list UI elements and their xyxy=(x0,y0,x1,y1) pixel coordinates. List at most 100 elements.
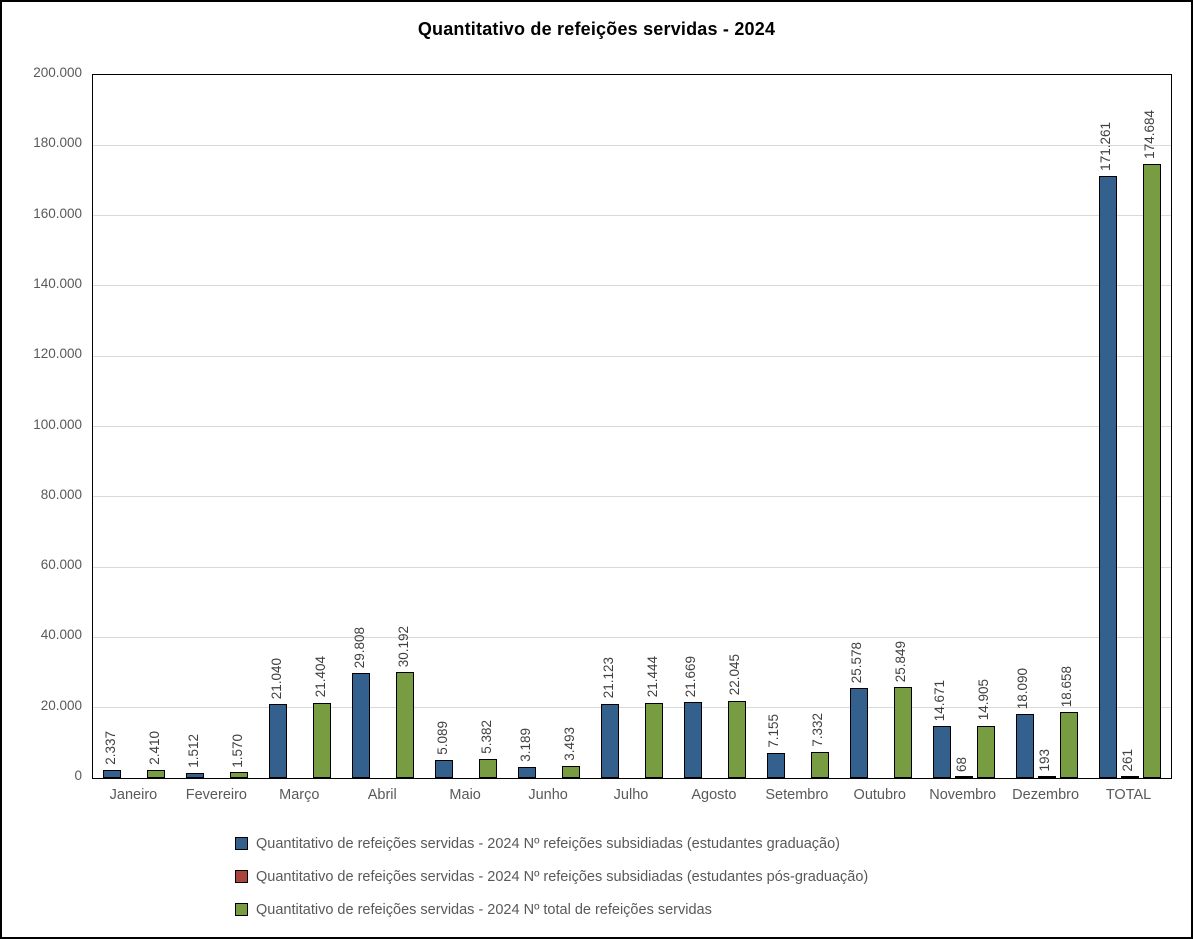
bar-total-julho xyxy=(645,702,663,778)
bar-label-pos-graduacao-novembro: 68 xyxy=(954,756,970,772)
x-axis-category-label: Fevereiro xyxy=(185,787,247,803)
bar-total-junho xyxy=(562,765,581,778)
x-axis-category-label: Janeiro xyxy=(109,787,158,803)
legend-swatch-pos-graduacao-icon xyxy=(235,870,248,883)
y-axis-tick-label: 180.000 xyxy=(33,135,82,151)
bar-total-março xyxy=(313,702,332,778)
gridline xyxy=(93,285,1171,287)
bar-total-janeiro xyxy=(147,769,166,778)
bar-label-total-julho: 21.444 xyxy=(644,656,660,698)
x-axis-category-label: Abril xyxy=(367,787,397,803)
bar-pos-graduacao-total xyxy=(1120,776,1139,778)
bar-label-graduacao-março: 21.040 xyxy=(268,657,284,700)
x-axis-category-label: TOTAL xyxy=(1105,787,1152,803)
y-axis-tick-label: 40.000 xyxy=(40,627,82,643)
bar-label-graduacao-agosto: 21.669 xyxy=(683,655,699,697)
bar-label-graduacao-maio: 5.089 xyxy=(434,721,450,756)
bar-total-agosto xyxy=(727,700,746,778)
bar-graduacao-junho xyxy=(518,766,537,778)
bar-graduacao-janeiro xyxy=(103,769,122,778)
gridline xyxy=(93,426,1171,427)
bar-label-graduacao-setembro: 7.155 xyxy=(766,714,782,748)
bar-graduacao-março xyxy=(269,704,288,778)
bar-graduacao-agosto xyxy=(683,701,702,778)
bar-total-total xyxy=(1142,164,1161,778)
bar-graduacao-dezembro xyxy=(1015,714,1034,778)
y-axis-tick-label: 140.000 xyxy=(33,275,82,291)
bar-label-graduacao-abril: 29.808 xyxy=(351,626,367,669)
bar-label-total-novembro: 14.905 xyxy=(976,679,992,721)
x-axis-category-label: Julho xyxy=(613,787,649,803)
bar-label-total-agosto: 22.045 xyxy=(727,654,743,696)
bar-label-graduacao-novembro: 14.671 xyxy=(932,680,948,722)
bar-graduacao-outubro xyxy=(849,688,868,778)
x-axis-category-label: Maio xyxy=(449,787,481,803)
x-axis-category-label: Novembro xyxy=(929,787,997,803)
gridline xyxy=(93,144,1171,146)
bar-label-total-dezembro: 18.658 xyxy=(1059,666,1075,708)
legend-swatch-graduacao-icon xyxy=(235,837,248,850)
legend-label-pos-graduacao: Quantitativo de refeições servidas - 202… xyxy=(256,868,869,885)
bar-total-fevereiro xyxy=(230,772,249,778)
bar-label-total-fevereiro: 1.570 xyxy=(229,733,245,768)
x-axis-category-label: Março xyxy=(279,787,320,803)
x-axis-category-label: Agosto xyxy=(691,787,737,803)
bar-total-dezembro xyxy=(1059,712,1078,778)
bar-label-total-janeiro: 2.410 xyxy=(146,730,162,765)
plot-area: 2.337 2.410 1.512 1.570 21.040 21.404 29.808 30… xyxy=(92,74,1172,779)
bar-label-total-maio: 5.382 xyxy=(478,720,494,755)
bar-graduacao-maio xyxy=(435,760,454,778)
gridline xyxy=(93,636,1171,638)
bar-label-pos-graduacao-total: 261 xyxy=(1120,749,1136,772)
bar-label-total-outubro: 25.849 xyxy=(893,640,909,683)
bar-label-graduacao-fevereiro: 1.512 xyxy=(185,733,201,768)
bar-label-total-junho: 3.493 xyxy=(561,726,577,761)
y-axis-tick-label: 120.000 xyxy=(33,346,82,362)
legend-item-pos-graduacao: Quantitativo de refeições servidas - 202… xyxy=(235,865,868,888)
bar-label-total-março: 21.404 xyxy=(312,656,328,698)
legend-item-graduacao: Quantitativo de refeições servidas - 202… xyxy=(235,832,868,855)
bar-graduacao-fevereiro xyxy=(186,772,205,778)
x-axis-category-label: Dezembro xyxy=(1012,787,1080,803)
bar-total-setembro xyxy=(810,752,829,778)
bar-label-total-setembro: 7.332 xyxy=(810,713,826,748)
bar-graduacao-setembro xyxy=(766,752,785,778)
bar-graduacao-abril xyxy=(352,673,371,778)
bar-graduacao-novembro xyxy=(932,726,951,778)
x-axis-category-label: Junho xyxy=(528,787,568,803)
x-axis-category-label: Setembro xyxy=(765,787,829,803)
y-axis-tick-label: 80.000 xyxy=(40,486,82,502)
bar-label-graduacao-julho: 21.123 xyxy=(600,657,616,699)
gridline xyxy=(93,355,1171,357)
bar-total-novembro xyxy=(976,725,995,778)
legend-label-graduacao: Quantitativo de refeições servidas - 202… xyxy=(256,835,841,852)
bar-label-total-total: 174.684 xyxy=(1142,110,1158,159)
y-axis-tick-label: 100.000 xyxy=(33,416,82,432)
legend-swatch-total-icon xyxy=(235,903,248,916)
bar-graduacao-julho xyxy=(601,703,619,778)
bar-label-graduacao-dezembro: 18.090 xyxy=(1015,668,1031,710)
y-axis-tick-label: 20.000 xyxy=(40,697,82,713)
legend-item-total: Quantitativo de refeições servidas - 202… xyxy=(235,898,868,921)
bar-label-graduacao-outubro: 25.578 xyxy=(849,641,865,684)
bar-label-graduacao-janeiro: 2.337 xyxy=(102,731,118,765)
legend-label-total: Quantitativo de refeições servidas - 202… xyxy=(256,901,712,918)
gridline xyxy=(93,215,1171,217)
bar-total-maio xyxy=(479,759,498,778)
chart-legend: Quantitativo de refeições servidas - 202… xyxy=(235,832,868,931)
bar-graduacao-total xyxy=(1098,176,1117,778)
y-axis-tick-label: 160.000 xyxy=(33,205,82,221)
bar-total-abril xyxy=(396,671,415,778)
bar-total-outubro xyxy=(893,687,912,778)
gridline xyxy=(93,707,1171,709)
bar-label-graduacao-junho: 3.189 xyxy=(517,728,533,762)
gridline xyxy=(93,566,1171,568)
bar-pos-graduacao-dezembro xyxy=(1037,776,1056,778)
bar-label-total-abril: 30.192 xyxy=(395,625,411,667)
y-axis-tick-label: 0 xyxy=(74,768,82,783)
bar-pos-graduacao-novembro xyxy=(954,776,973,778)
gridline xyxy=(93,496,1171,498)
y-axis-tick-label: 200.000 xyxy=(33,65,82,80)
bar-label-graduacao-total: 171.261 xyxy=(1098,122,1114,172)
